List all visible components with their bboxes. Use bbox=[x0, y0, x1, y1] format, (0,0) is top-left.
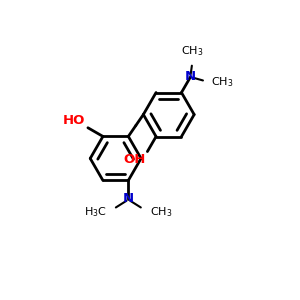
Text: OH: OH bbox=[124, 153, 146, 166]
Text: N: N bbox=[123, 192, 134, 206]
Text: CH$_3$: CH$_3$ bbox=[211, 75, 233, 89]
Text: CH$_3$: CH$_3$ bbox=[150, 205, 172, 218]
Text: N: N bbox=[185, 70, 196, 83]
Text: HO: HO bbox=[63, 114, 86, 127]
Text: CH$_3$: CH$_3$ bbox=[181, 44, 203, 58]
Text: H$_3$C: H$_3$C bbox=[84, 205, 107, 218]
